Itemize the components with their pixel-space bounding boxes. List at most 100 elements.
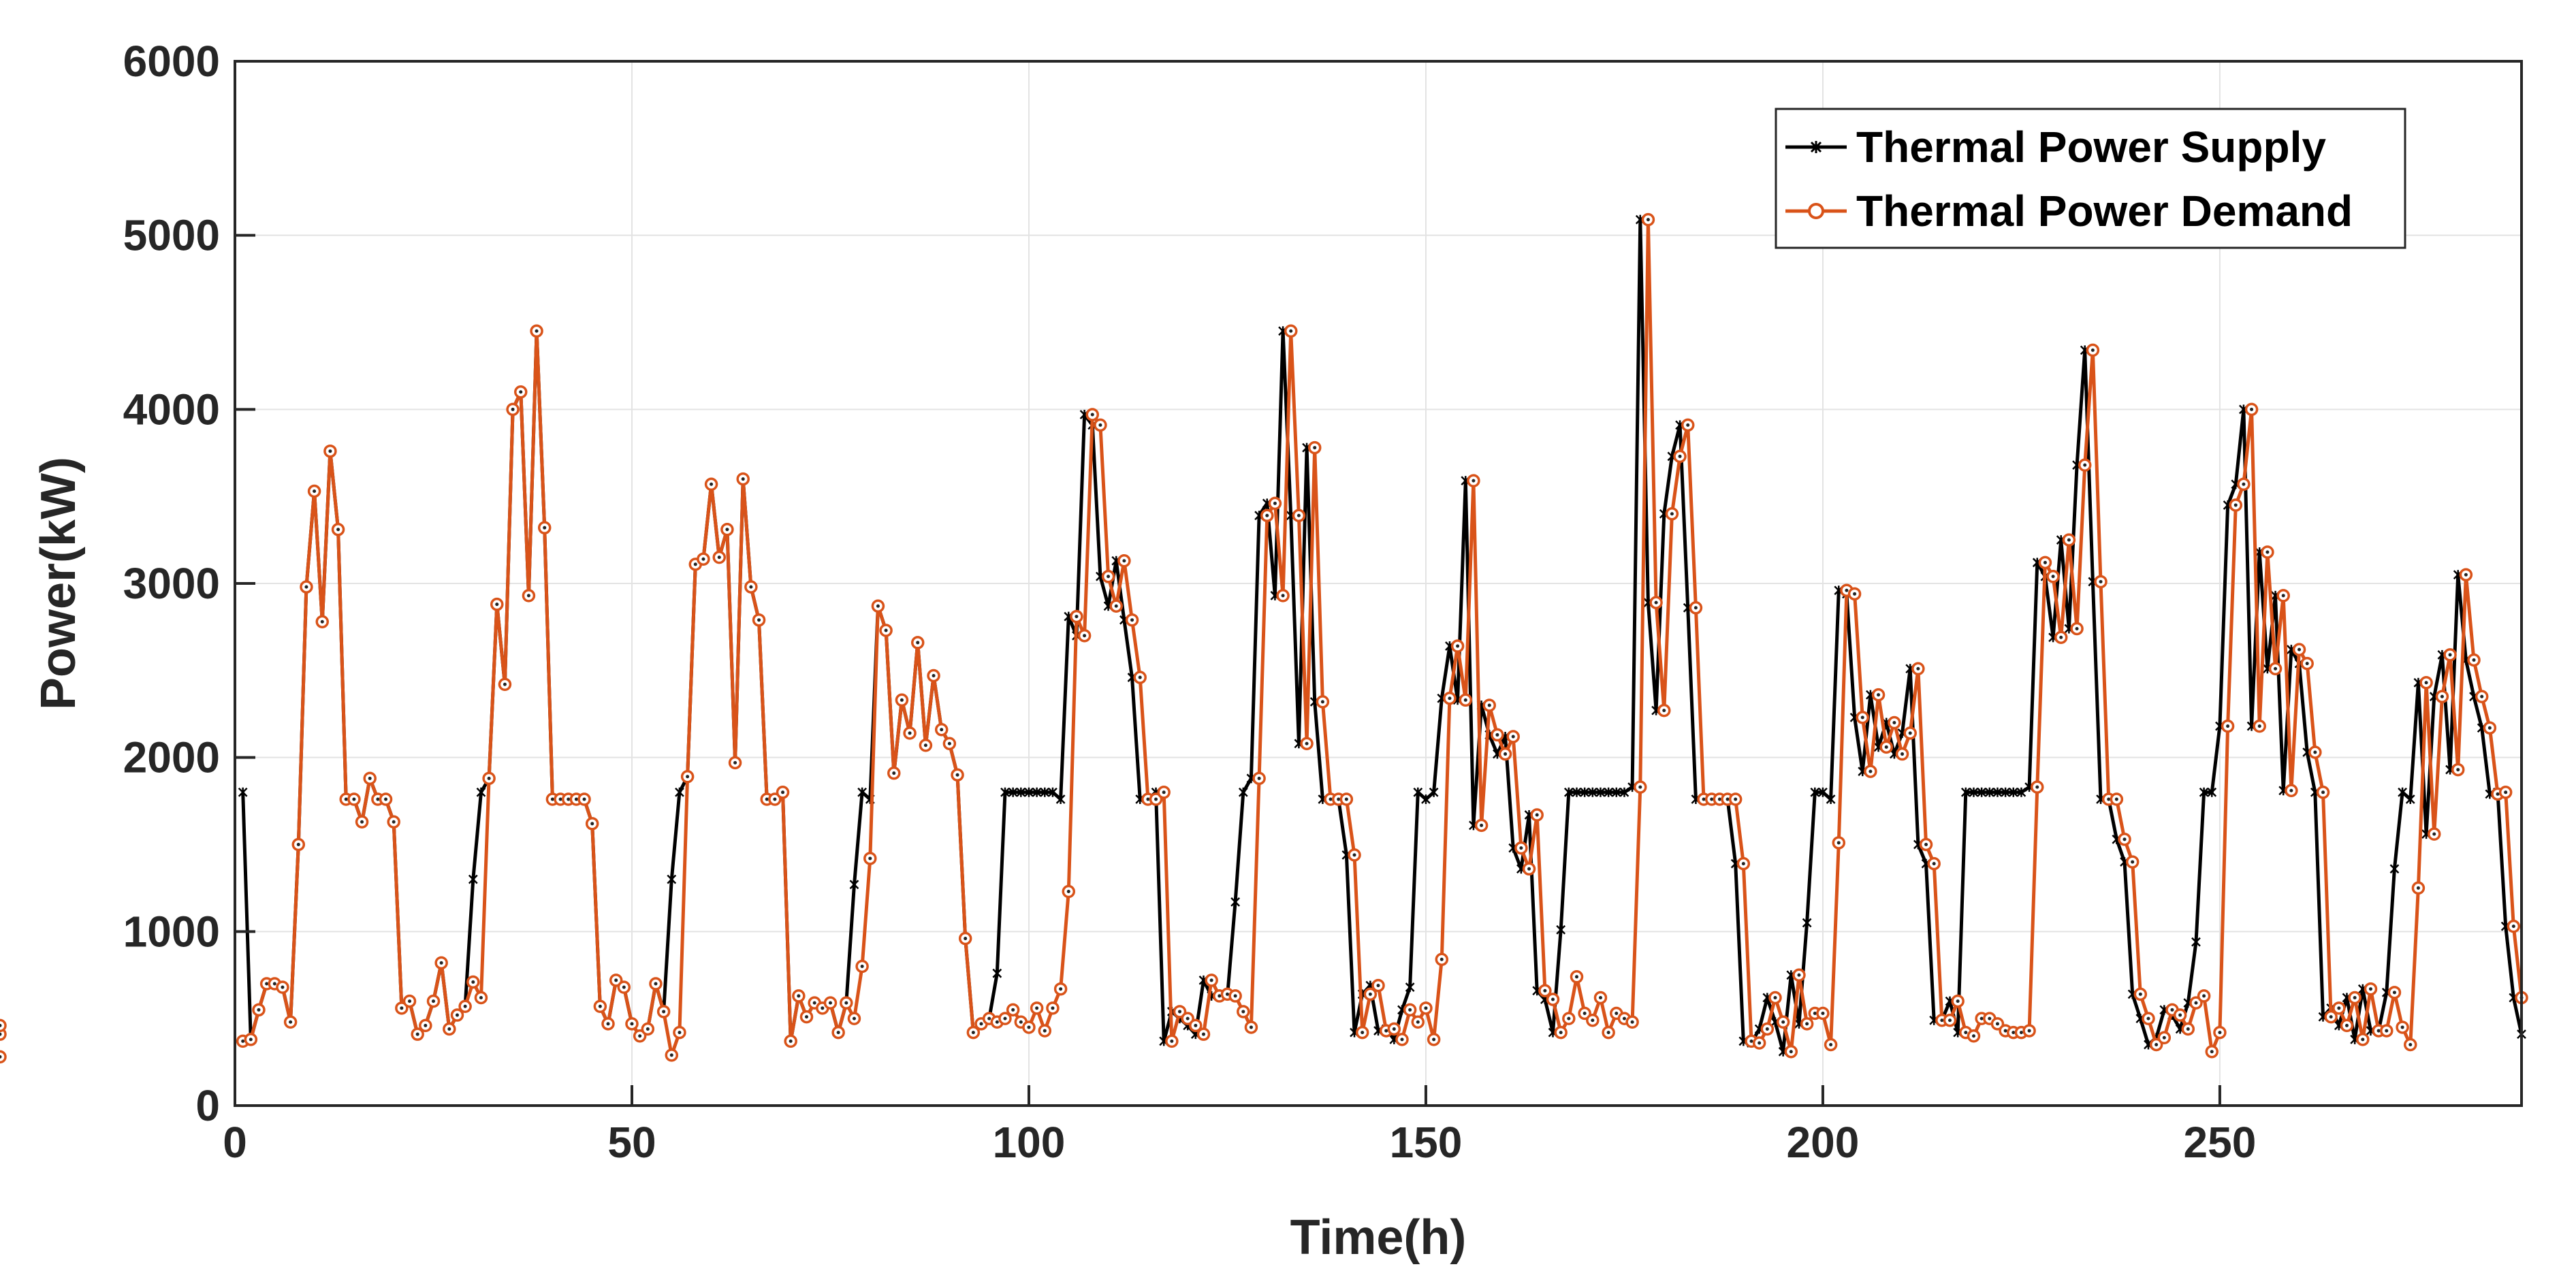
demand-point-center bbox=[2432, 832, 2436, 836]
demand-point-center bbox=[2067, 538, 2071, 542]
demand-point-center bbox=[987, 1016, 991, 1020]
demand-point-center bbox=[328, 449, 332, 453]
demand-point-center bbox=[1027, 1025, 1031, 1029]
supply-point bbox=[1421, 794, 1431, 805]
demand-point-center bbox=[1869, 769, 1873, 773]
demand-point-center bbox=[1487, 703, 1491, 707]
demand-point-center bbox=[622, 985, 626, 989]
demand-point-center bbox=[1845, 588, 1849, 592]
demand-point-center bbox=[1440, 957, 1444, 961]
demand-point-center bbox=[805, 1015, 808, 1019]
demand-point-center bbox=[1924, 843, 1928, 846]
demand-point-center bbox=[2226, 724, 2230, 728]
demand-point-center bbox=[1083, 634, 1087, 638]
supply-point bbox=[1587, 787, 1597, 797]
demand-point-center bbox=[590, 822, 594, 826]
demand-point-center bbox=[2511, 925, 2515, 929]
demand-point-center bbox=[868, 856, 872, 861]
demand-point-center bbox=[1075, 615, 1079, 619]
supply-point bbox=[1563, 787, 1574, 797]
demand-point-center bbox=[360, 820, 364, 824]
demand-point-center bbox=[431, 999, 435, 1003]
demand-point-center bbox=[1273, 501, 1277, 505]
demand-point-center bbox=[1495, 733, 1499, 737]
x-tick-label: 150 bbox=[1390, 1118, 1463, 1167]
demand-point-center bbox=[249, 1038, 253, 1042]
demand-point-center bbox=[2400, 1025, 2404, 1029]
demand-point-center bbox=[1797, 973, 1801, 977]
demand-point-center bbox=[1836, 841, 1841, 845]
demand-point-center bbox=[1964, 1031, 1968, 1035]
demand-point-center bbox=[2035, 785, 2039, 789]
x-tick-label: 200 bbox=[1787, 1118, 1860, 1167]
supply-point bbox=[2398, 787, 2407, 797]
x-tick-label: 100 bbox=[993, 1118, 1066, 1167]
demand-point-center bbox=[2099, 579, 2103, 583]
supply-point bbox=[1818, 787, 1828, 797]
demand-point-center bbox=[1320, 700, 1324, 704]
demand-point-center bbox=[1694, 606, 1698, 610]
demand-point-center bbox=[1154, 797, 1158, 801]
demand-point-center bbox=[1598, 995, 1602, 999]
demand-point-center bbox=[781, 790, 785, 794]
demand-point-center bbox=[1392, 1027, 1396, 1031]
demand-point-center bbox=[638, 1034, 642, 1038]
demand-point-center bbox=[567, 797, 571, 801]
supply-point bbox=[992, 968, 1002, 978]
supply-point bbox=[1580, 787, 1590, 797]
demand-point-center bbox=[2011, 1031, 2016, 1035]
demand-point-center bbox=[495, 602, 499, 607]
supply-point bbox=[1413, 787, 1423, 797]
supply-point bbox=[1032, 787, 1042, 797]
demand-point-center bbox=[1043, 1029, 1047, 1033]
demand-point-center bbox=[916, 641, 920, 645]
demand-point-center bbox=[2075, 626, 2079, 630]
supply-point bbox=[1595, 787, 1606, 797]
demand-point-center bbox=[0, 1055, 2, 1059]
demand-point-center bbox=[1170, 1039, 1174, 1043]
supply-point bbox=[2389, 864, 2400, 874]
demand-point-center bbox=[2281, 594, 2285, 598]
demand-point-center bbox=[296, 843, 300, 846]
demand-point-center bbox=[717, 556, 721, 560]
demand-point-center bbox=[2408, 1043, 2413, 1047]
demand-point-center bbox=[1813, 1011, 1817, 1015]
demand-point-center bbox=[1940, 1018, 1944, 1023]
demand-point-center bbox=[408, 999, 412, 1003]
demand-point-center bbox=[979, 1022, 983, 1026]
supply-point bbox=[1960, 787, 1971, 797]
demand-point-center bbox=[1932, 862, 1936, 866]
demand-point-center bbox=[1201, 1032, 1205, 1036]
demand-point-center bbox=[2114, 797, 2118, 801]
demand-point-center bbox=[2003, 1029, 2007, 1033]
demand-point-center bbox=[2131, 860, 2135, 864]
demand-point-center bbox=[1384, 1029, 1388, 1033]
demand-point-center bbox=[2504, 790, 2508, 794]
demand-point-center bbox=[304, 585, 308, 589]
supply-point bbox=[1405, 982, 1415, 993]
demand-point-center bbox=[376, 797, 380, 801]
demand-point-center bbox=[892, 771, 896, 775]
demand-point-center bbox=[1313, 446, 1317, 450]
demand-point bbox=[0, 1018, 7, 1033]
demand-point-center bbox=[1090, 413, 1094, 417]
demand-point-center bbox=[1344, 797, 1348, 801]
demand-point-center bbox=[1654, 600, 1658, 605]
demand-point-center bbox=[2472, 658, 2476, 662]
demand-point-center bbox=[2289, 788, 2293, 792]
demand-point-center bbox=[2353, 995, 2357, 999]
x-axis-title: Time(h) bbox=[1290, 1210, 1467, 1265]
demand-point-center bbox=[1424, 1006, 1428, 1010]
demand-point-center bbox=[741, 477, 745, 481]
demand-point-center bbox=[1011, 1008, 1015, 1012]
demand-point-center bbox=[313, 489, 317, 493]
y-tick-label: 4000 bbox=[123, 385, 220, 434]
demand-point-center bbox=[1107, 575, 1111, 579]
supply-point bbox=[1008, 787, 1018, 797]
demand-point-center bbox=[2233, 503, 2238, 507]
demand-point-center bbox=[2274, 666, 2278, 671]
demand-point-center bbox=[812, 1001, 816, 1005]
demand-point-center bbox=[2321, 790, 2325, 794]
demand-point-center bbox=[1622, 1016, 1626, 1020]
